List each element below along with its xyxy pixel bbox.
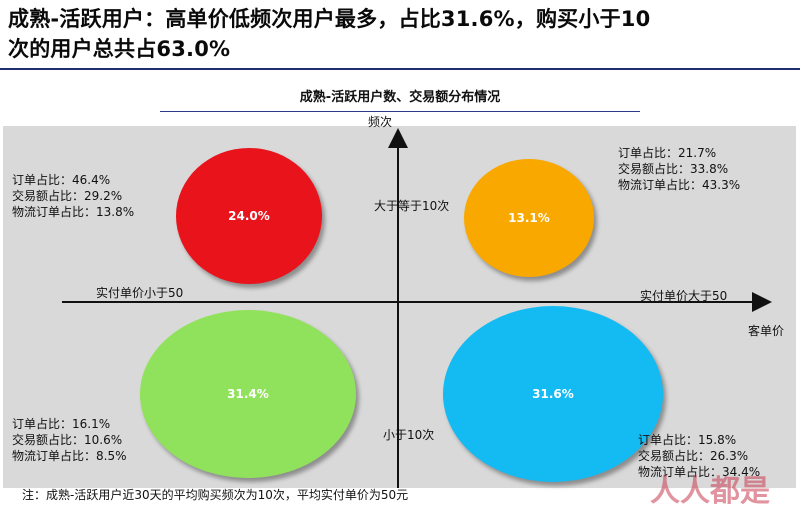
- stats-bottom-right: 订单占比：15.8% 交易额占比：26.3% 物流订单占比：34.4%: [638, 432, 760, 480]
- stat-logistics-share: 物流订单占比：34.4%: [638, 465, 761, 479]
- footnote: 注：成熟-活跃用户近30天的平均购买频次为10次，平均实付单价为50元: [22, 488, 409, 502]
- title-underline: [160, 111, 640, 112]
- headline-line-2: 次的用户总共占63.0%: [8, 37, 231, 61]
- quadrant-panel: [3, 126, 796, 488]
- label-frequency-below-10: 小于10次: [383, 428, 435, 442]
- diagram-title: 成熟-活跃用户数、交易额分布情况: [299, 90, 501, 105]
- headline-line-1: 成熟-活跃用户：高单价低频次用户最多，占比31.6%，购买小于10: [8, 7, 651, 31]
- stat-order-share: 订单占比：16.1%: [12, 417, 111, 431]
- stat-revenue-share: 交易额占比：26.3%: [638, 449, 749, 463]
- bubble-top-right-share: 13.1%: [508, 211, 550, 225]
- label-price-below-50: 实付单价小于50: [96, 286, 184, 300]
- bubble-bottom-right-share: 31.6%: [532, 387, 574, 401]
- bubble-top-right: 13.1%: [464, 159, 594, 277]
- watermark-logo: 人人都是: [650, 474, 770, 509]
- stats-top-right: 订单占比：21.7% 交易额占比：33.8% 物流订单占比：43.3%: [618, 145, 740, 193]
- y-axis-label: 频次: [368, 115, 393, 129]
- label-price-above-50: 实付单价大于50: [640, 289, 728, 303]
- stats-top-left: 订单占比：46.4% 交易额占比：29.2% 物流订单占比：13.8%: [12, 172, 134, 220]
- stat-logistics-share: 物流订单占比：13.8%: [12, 205, 135, 219]
- label-frequency-10-plus: 大于等于10次: [374, 199, 450, 213]
- header-divider: [0, 68, 800, 70]
- headline: 成熟-活跃用户：高单价低频次用户最多，占比31.6%，购买小于10 次的用户总共…: [8, 4, 798, 64]
- x-axis-label: 客单价: [748, 324, 785, 338]
- stat-revenue-share: 交易额占比：33.8%: [618, 162, 729, 176]
- bubble-bottom-left-share: 31.4%: [227, 387, 269, 401]
- bubble-bottom-left: 31.4%: [140, 310, 356, 478]
- stat-logistics-share: 物流订单占比：43.3%: [618, 178, 741, 192]
- stat-order-share: 订单占比：21.7%: [618, 146, 717, 160]
- stat-revenue-share: 交易额占比：29.2%: [12, 189, 123, 203]
- stat-logistics-share: 物流订单占比：8.5%: [12, 449, 127, 463]
- bubble-top-left-share: 24.0%: [228, 209, 270, 223]
- stat-revenue-share: 交易额占比：10.6%: [12, 433, 123, 447]
- bubble-bottom-right: 31.6%: [443, 306, 663, 482]
- stats-bottom-left: 订单占比：16.1% 交易额占比：10.6% 物流订单占比：8.5%: [12, 416, 127, 464]
- stat-order-share: 订单占比：46.4%: [12, 173, 111, 187]
- stat-order-share: 订单占比：15.8%: [638, 433, 737, 447]
- bubble-top-left: 24.0%: [176, 148, 322, 284]
